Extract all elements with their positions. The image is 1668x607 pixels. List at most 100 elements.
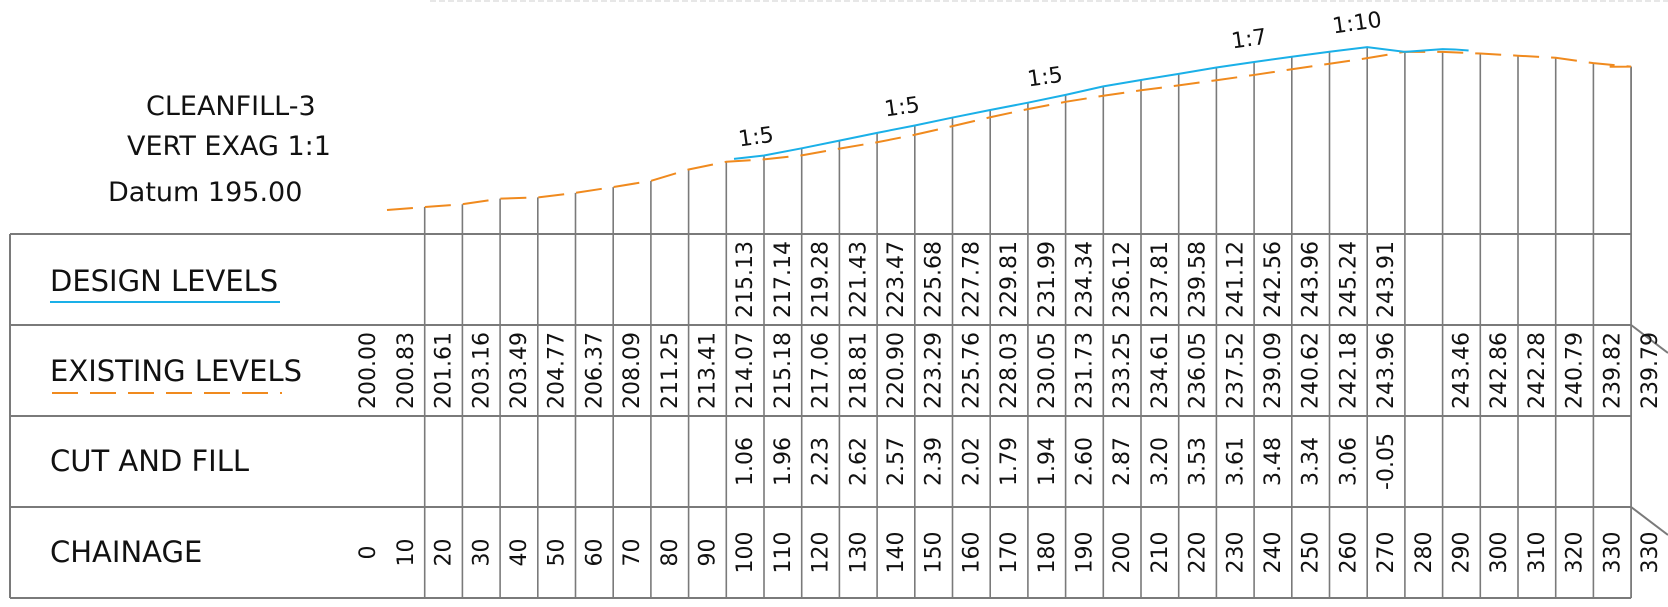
chainage-value: 270 [1374, 532, 1399, 574]
existing-level-value: 203.16 [469, 332, 494, 409]
design-level-value: 243.96 [1299, 241, 1324, 318]
existing-levels-label: EXISTING LEVELS [50, 354, 303, 388]
design-level-value: 241.12 [1223, 241, 1248, 318]
existing-level-value: 239.79 [1638, 332, 1663, 409]
design-levels-label: DESIGN LEVELS [50, 264, 279, 298]
chainage-value: 330 [1638, 532, 1663, 574]
existing-level-value: 240.62 [1299, 332, 1324, 409]
chainage-value: 180 [1035, 532, 1060, 574]
design-level-value: 237.81 [1148, 241, 1173, 318]
chainage-value: 130 [846, 532, 871, 574]
vertical-exaggeration: VERT EXAG 1:1 [127, 131, 331, 162]
chainage-value: 10 [394, 539, 419, 567]
existing-level-value: 201.61 [432, 332, 457, 409]
cut-and-fill-label: CUT AND FILL [50, 444, 250, 478]
existing-level-value: 220.90 [884, 332, 909, 409]
cut-fill-value: 1.79 [997, 437, 1022, 486]
chainage-value: 0 [356, 546, 381, 560]
chainage-value: 110 [771, 532, 796, 574]
cut-fill-value: 3.48 [1261, 437, 1286, 486]
cut-fill-value: 3.53 [1186, 437, 1211, 486]
existing-level-value: 211.25 [658, 332, 683, 409]
slope-label: 1:5 [883, 93, 922, 123]
design-level-value: 243.91 [1374, 241, 1399, 318]
design-level-value: 221.43 [846, 241, 871, 318]
existing-level-value: 213.41 [695, 332, 720, 409]
cut-fill-value: 1.06 [733, 437, 758, 486]
existing-level-value: 206.37 [582, 332, 607, 409]
chainage-value: 30 [469, 539, 494, 567]
existing-ground-line [386, 50, 1632, 211]
chainage-value: 260 [1336, 532, 1361, 574]
chainage-value: 80 [658, 539, 683, 567]
slope-label: 1:5 [1026, 63, 1065, 93]
chainage-label: CHAINAGE [50, 535, 203, 569]
existing-level-value: 242.28 [1525, 332, 1550, 409]
existing-level-value: 233.25 [1110, 332, 1135, 409]
existing-level-value: 243.46 [1449, 332, 1474, 409]
datum-label: Datum 195.00 [108, 177, 303, 208]
chainage-value: 60 [582, 539, 607, 567]
design-level-value: 229.81 [997, 241, 1022, 318]
existing-level-value: 200.83 [394, 332, 419, 409]
design-level-value: 231.99 [1035, 241, 1060, 318]
design-level-value: 225.68 [922, 241, 947, 318]
design-level-value: 239.58 [1186, 241, 1211, 318]
chainage-value: 230 [1223, 532, 1248, 574]
cut-fill-value: 3.06 [1336, 437, 1361, 486]
cut-fill-value: 2.60 [1072, 437, 1097, 486]
design-level-value: 245.24 [1336, 241, 1361, 318]
design-level-value: 223.47 [884, 241, 909, 318]
chainage-value: 90 [695, 539, 720, 567]
design-level-value: 242.56 [1261, 241, 1286, 318]
section-title: CLEANFILL-3 [146, 91, 316, 122]
chainage-value: 330 [1600, 532, 1625, 574]
design-level-line [733, 46, 1469, 160]
chainage-value: 150 [922, 532, 947, 574]
existing-level-value: 234.61 [1148, 332, 1173, 409]
chainage-value: 170 [997, 532, 1022, 574]
chainage-value: 220 [1186, 532, 1211, 574]
existing-level-value: 236.05 [1186, 332, 1211, 409]
existing-level-value: 203.49 [507, 332, 532, 409]
cut-fill-value: 2.62 [846, 437, 871, 486]
design-level-value: 219.28 [809, 241, 834, 318]
existing-level-value: 217.06 [809, 332, 834, 409]
chainage-value: 140 [884, 532, 909, 574]
cut-fill-value: 2.23 [809, 437, 834, 486]
chainage-value: 120 [809, 532, 834, 574]
cut-fill-value: 3.61 [1223, 437, 1248, 486]
chainage-value: 160 [959, 532, 984, 574]
chainage-value: 280 [1412, 532, 1437, 574]
design-level-value: 236.12 [1110, 241, 1135, 318]
chainage-value: 70 [620, 539, 645, 567]
existing-level-value: 242.86 [1487, 332, 1512, 409]
existing-level-value: 239.09 [1261, 332, 1286, 409]
existing-level-value: 215.18 [771, 332, 796, 409]
chainage-value: 210 [1148, 532, 1173, 574]
existing-level-value: 243.96 [1374, 332, 1399, 409]
chainage-value: 100 [733, 532, 758, 574]
cut-fill-value: 1.94 [1035, 437, 1060, 486]
chainage-value: 190 [1072, 532, 1097, 574]
cut-fill-value: 1.96 [771, 437, 796, 486]
existing-level-value: 230.05 [1035, 332, 1060, 409]
chainage-value: 250 [1299, 532, 1324, 574]
chainage-value: 310 [1525, 532, 1550, 574]
cut-fill-value: 2.39 [922, 437, 947, 486]
existing-level-value: 240.79 [1563, 332, 1588, 409]
existing-level-value: 239.82 [1600, 332, 1625, 409]
chainage-value: 300 [1487, 532, 1512, 574]
existing-level-value: 218.81 [846, 332, 871, 409]
chainage-value: 40 [507, 539, 532, 567]
design-level-value: 227.78 [959, 241, 984, 318]
cut-fill-value: 2.87 [1110, 437, 1135, 486]
existing-level-value: 214.07 [733, 332, 758, 409]
slope-label: 1:10 [1331, 8, 1383, 40]
slope-label: 1:5 [737, 123, 776, 153]
cut-fill-value: 2.57 [884, 437, 909, 486]
chainage-value: 290 [1449, 532, 1474, 574]
cut-fill-value: 2.02 [959, 437, 984, 486]
